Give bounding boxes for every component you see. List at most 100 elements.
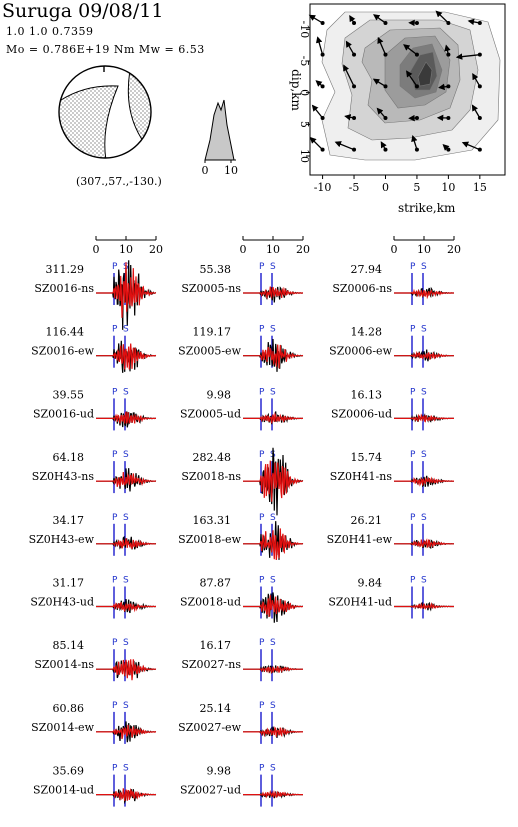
station-component-label: SZ0005-ns [181, 282, 241, 295]
slip-vector [467, 18, 480, 26]
waveform-panel: 27.94 SZ0006-ns P S [332, 262, 454, 305]
waveform-panel: 87.87 SZ0018-ud P S [180, 576, 303, 623]
peak-amplitude: 25.14 [200, 702, 232, 715]
s-phase-label: S [421, 450, 427, 460]
synthetic-waveform [243, 726, 303, 738]
s-phase-label: S [270, 764, 276, 774]
waveform-panel: 55.38 SZ0005-ns P S [181, 262, 303, 305]
seismic-moment-magnitude: Mo = 0.786E+19 Nm Mw = 6.53 [6, 43, 205, 56]
slip-ytick-label: -5 [298, 56, 311, 67]
slip-ytick-label: 0 [298, 89, 311, 96]
synthetic-waveform [394, 601, 454, 610]
slip-vector [472, 73, 481, 87]
slip-xtick-label: 0 [382, 181, 389, 194]
p-phase-label: P [410, 513, 416, 523]
time-tick-label: 20 [149, 243, 163, 256]
station-component-label: SZ0016-ns [34, 282, 94, 295]
s-phase-label: S [123, 450, 129, 460]
slip-vector [308, 14, 323, 24]
waveform-panel: 64.18 SZ0H43-ns P S [32, 450, 157, 494]
p-phase-label: P [410, 450, 416, 460]
slip-vector [442, 144, 450, 151]
time-tick-label: 20 [447, 243, 461, 256]
p-phase-label: P [112, 638, 118, 648]
slip-vector [461, 141, 481, 151]
p-phase-label: P [112, 576, 118, 586]
synthetic-waveform [96, 262, 157, 318]
time-tick-label: 0 [240, 243, 247, 256]
station-component-label: SZ0005-ud [180, 407, 241, 420]
s-phase-label: S [421, 387, 427, 397]
peak-amplitude: 16.13 [351, 388, 383, 401]
station-component-label: SZ0027-ud [180, 784, 241, 797]
slip-xtick-label: 10 [441, 181, 455, 194]
waveform-panel: 34.17 SZ0H43-ew P S [29, 513, 157, 556]
slip-xtick-label: 15 [473, 181, 487, 194]
peak-amplitude: 311.29 [46, 263, 85, 276]
time-axes: 0 10 20 0 10 20 0 10 20 [93, 236, 461, 256]
time-tick-label: 0 [93, 243, 100, 256]
station-component-label: SZ0014-ew [31, 721, 94, 734]
peak-amplitude: 55.38 [200, 263, 232, 276]
peak-amplitude: 31.17 [53, 577, 85, 590]
peak-amplitude: 9.84 [358, 577, 383, 590]
slip-ytick-label: 10 [298, 149, 311, 163]
station-component-label: SZ0014-ns [34, 658, 94, 671]
waveform-panel: 9.98 SZ0005-ud P S [180, 387, 303, 431]
s-phase-label: S [270, 576, 276, 586]
station-component-label: SZ0016-ud [33, 407, 94, 420]
synthetic-waveform [394, 288, 454, 300]
synthetic-waveform [394, 538, 454, 549]
slip-vector [377, 36, 387, 55]
synthetic-waveform [243, 666, 303, 674]
p-phase-label: P [112, 764, 118, 774]
p-phase-label: P [259, 262, 265, 272]
synthetic-waveform [96, 471, 157, 487]
slip-xtick-label: -5 [349, 181, 360, 194]
s-phase-label: S [421, 513, 427, 523]
waveform-panel: 60.86 SZ0014-ew P S [31, 701, 157, 744]
s-phase-label: S [270, 325, 276, 335]
waveform-panel: 116.44 SZ0016-ew P S [31, 325, 157, 373]
station-component-label: SZ0H41-ew [327, 533, 393, 546]
station-component-label: SZ0H43-ns [32, 470, 95, 483]
mechanism-strike-dip-rake: (307.,57.,-130.) [76, 175, 162, 188]
slip-vector [315, 80, 324, 87]
peak-amplitude: 85.14 [53, 639, 85, 652]
synthetic-waveform [243, 790, 303, 799]
s-phase-label: S [270, 638, 276, 648]
slip-xtick-label: 5 [413, 181, 420, 194]
synthetic-waveform [243, 460, 304, 502]
p-phase-label: P [112, 701, 118, 711]
s-phase-label: S [421, 262, 427, 272]
waveform-panel: 14.28 SZ0006-ew P S [329, 325, 454, 368]
station-component-label: SZ0006-ns [332, 282, 392, 295]
synthetic-waveform [243, 595, 303, 618]
source-time-function: 0 10 [202, 99, 238, 177]
s-phase-label: S [270, 387, 276, 397]
p-phase-label: P [259, 701, 265, 711]
peak-amplitude: 16.17 [200, 639, 232, 652]
p-phase-label: P [112, 513, 118, 523]
synthetic-waveform [96, 724, 157, 740]
synthetic-waveform [243, 528, 304, 561]
stf-tick-0: 0 [202, 164, 209, 177]
time-tick-label: 0 [391, 243, 398, 256]
slip-contours [321, 11, 501, 161]
peak-amplitude: 87.87 [200, 577, 232, 590]
synthetic-waveform [243, 411, 303, 424]
slip-vector [311, 104, 324, 119]
peak-amplitude: 34.17 [53, 514, 85, 527]
time-tick-label: 10 [417, 243, 431, 256]
p-phase-label: P [259, 764, 265, 774]
waveform-panel: 15.74 SZ0H41-ns P S [330, 450, 454, 494]
peak-amplitude: 163.31 [193, 514, 232, 527]
waveform-panel: 85.14 SZ0014-ns P S [34, 638, 157, 682]
synthetic-waveform [96, 787, 156, 801]
peak-amplitude: 282.48 [193, 451, 232, 464]
p-phase-label: P [410, 387, 416, 397]
p-phase-label: P [112, 325, 118, 335]
peak-amplitude: 35.69 [53, 765, 85, 778]
